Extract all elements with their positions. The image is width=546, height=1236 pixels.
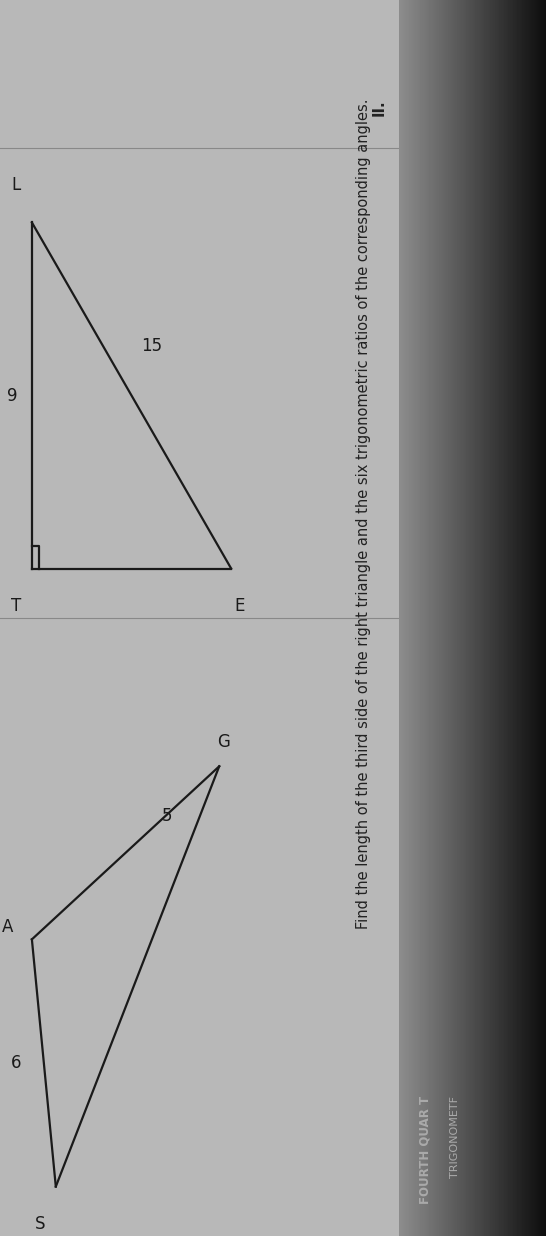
Text: G: G <box>217 733 230 750</box>
Text: 15: 15 <box>141 337 162 355</box>
Text: S: S <box>34 1215 45 1232</box>
Text: 5: 5 <box>162 807 173 824</box>
Text: Find the length of the third side of the right triangle and the six trigonometri: Find the length of the third side of the… <box>355 99 371 929</box>
Text: L: L <box>11 177 21 194</box>
Text: T: T <box>11 597 21 614</box>
Text: II.: II. <box>372 99 387 115</box>
Text: E: E <box>234 597 245 614</box>
Text: A: A <box>2 918 14 936</box>
Text: FOURTH QUAR T: FOURTH QUAR T <box>419 1095 432 1204</box>
Text: 9: 9 <box>7 387 17 404</box>
Text: 6: 6 <box>11 1054 21 1072</box>
Text: TRIGONOMETF: TRIGONOMETF <box>449 1096 460 1178</box>
